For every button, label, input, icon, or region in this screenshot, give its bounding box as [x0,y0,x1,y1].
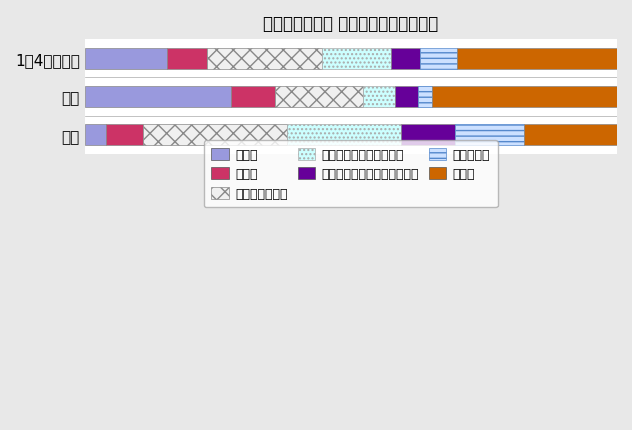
Bar [322,49,391,70]
Bar [287,125,401,146]
Bar [401,125,454,146]
Title: 図－１　産業， 性別常用労働者構成比: 図－１ 産業， 性別常用労働者構成比 [264,15,439,33]
Bar [418,87,432,108]
Bar [85,125,106,146]
Bar [207,49,322,70]
Bar [85,49,167,70]
Bar [454,125,524,146]
Bar [391,49,420,70]
Bar [106,125,143,146]
Bar [85,87,231,108]
Bar [275,87,363,108]
Bar [458,49,617,70]
Bar [394,87,418,108]
Legend: 建設業, 製造業, 卵売業，小売業, 宿泊業，飲食サービス業, 生活関連サービス業，娯楽業, 医療，福祉, その他: 建設業, 製造業, 卵売業，小売業, 宿泊業，飲食サービス業, 生活関連サービス… [204,141,498,208]
Bar [420,49,458,70]
Bar [167,49,207,70]
Bar [143,125,287,146]
Bar [432,87,617,108]
Bar [524,125,617,146]
Bar [231,87,275,108]
Bar [363,87,394,108]
